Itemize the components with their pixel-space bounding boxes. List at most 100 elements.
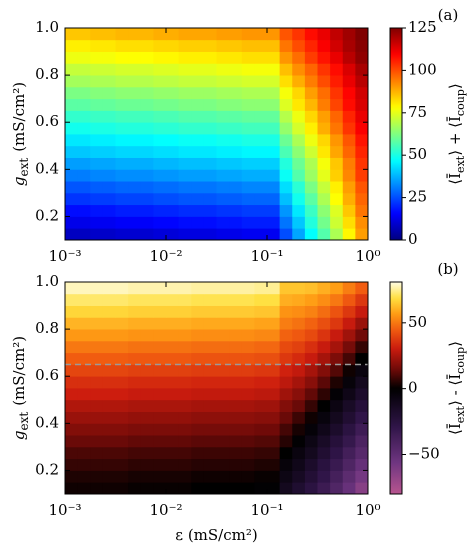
heatmap-cell	[267, 51, 281, 64]
heatmap-cell	[102, 435, 116, 448]
heatmap-cell	[166, 228, 180, 241]
y-tick-label: 0.4	[35, 413, 59, 431]
heatmap-cell	[178, 282, 192, 295]
heatmap-cell	[229, 98, 243, 111]
heatmap-cell	[191, 145, 205, 158]
heatmap-cell	[178, 98, 192, 111]
heatmap-cell	[330, 157, 344, 170]
heatmap-cell	[292, 423, 306, 436]
heatmap-cell	[229, 216, 243, 229]
heatmap-cell	[153, 329, 167, 342]
heatmap-cell	[178, 134, 192, 147]
heatmap-cell	[241, 435, 255, 448]
heatmap-cell	[90, 192, 104, 206]
heatmap-cell	[229, 86, 243, 100]
heatmap-cell	[342, 157, 356, 170]
heatmap-cell	[254, 376, 268, 389]
heatmap-cell	[216, 204, 230, 217]
heatmap-cell	[355, 470, 369, 483]
heatmap-cell	[128, 145, 142, 158]
heatmap-cell	[191, 134, 205, 147]
heatmap-cell	[267, 340, 281, 354]
x-tick-label: 10⁻¹	[250, 247, 283, 265]
heatmap-cell	[330, 228, 344, 241]
heatmap-cell	[355, 98, 369, 111]
y-axis-subscript: ext	[17, 412, 31, 431]
heatmap-cell	[216, 28, 230, 41]
heatmap-cell	[166, 110, 180, 123]
heatmap-cell	[342, 317, 356, 330]
heatmap-cell	[153, 169, 167, 182]
heatmap-cell	[304, 435, 318, 448]
heatmap-cell	[153, 75, 167, 88]
heatmap-cell	[317, 75, 331, 88]
heatmap-cell	[115, 411, 129, 424]
heatmap-cell	[355, 75, 369, 88]
heatmap-cell	[279, 204, 293, 217]
heatmap-cell	[178, 181, 192, 194]
heatmap-cell	[216, 482, 230, 495]
heatmap-cell	[317, 134, 331, 147]
heatmap-cell	[77, 446, 91, 460]
heatmap-cell	[330, 216, 344, 229]
heatmap-cell	[267, 293, 281, 306]
heatmap-cell	[166, 364, 180, 377]
heatmap-cell	[254, 39, 268, 52]
heatmap-cell	[203, 98, 217, 111]
heatmap-cell	[229, 157, 243, 170]
heatmap-cell	[115, 340, 129, 354]
heatmap-cell	[330, 388, 344, 401]
heatmap-cell	[77, 181, 91, 194]
heatmap-cell	[128, 75, 142, 88]
heatmap-cell	[292, 399, 306, 412]
heatmap-cell	[241, 75, 255, 88]
heatmap-cell	[267, 399, 281, 412]
heatmap-cell	[191, 388, 205, 401]
heatmap-cell	[241, 340, 255, 354]
heatmap-cell	[241, 446, 255, 460]
heatmap-cell	[77, 228, 91, 241]
heatmap-cell	[191, 399, 205, 412]
heatmap-cell	[292, 157, 306, 170]
colorbar-label-part: ⟨Ī	[446, 423, 464, 435]
heatmap-cell	[191, 181, 205, 194]
heatmap-cell	[330, 411, 344, 424]
heatmap-cell	[90, 75, 104, 88]
heatmap-cell	[77, 122, 91, 135]
heatmap-cell	[241, 63, 255, 76]
heatmap-cell	[178, 329, 192, 342]
heatmap-cell	[330, 181, 344, 194]
heatmap-cell	[317, 169, 331, 182]
heatmap-cell	[115, 282, 129, 295]
heatmap-cell	[292, 446, 306, 460]
heatmap-cell	[355, 86, 369, 100]
heatmap-cell	[153, 181, 167, 194]
heatmap-cell	[203, 446, 217, 460]
heatmap-cell	[77, 63, 91, 76]
heatmap-cell	[216, 122, 230, 135]
heatmap-cell	[140, 110, 154, 123]
heatmap-cell	[355, 181, 369, 194]
heatmap-cell	[267, 169, 281, 182]
heatmap-cell	[140, 411, 154, 424]
heatmap-cell	[229, 39, 243, 52]
heatmap-cell	[128, 86, 142, 100]
heatmap-cell	[90, 134, 104, 147]
heatmap-cell	[128, 169, 142, 182]
heatmap-cell	[267, 134, 281, 147]
heatmap-cell	[77, 145, 91, 158]
heatmap-cell	[355, 204, 369, 217]
heatmap-cell	[241, 228, 255, 241]
heatmap-cell	[128, 28, 142, 41]
heatmap-cell	[153, 458, 167, 471]
heatmap-cell	[330, 134, 344, 147]
heatmap-cell	[140, 388, 154, 401]
heatmap-cell	[342, 411, 356, 424]
heatmap-cell	[355, 216, 369, 229]
heatmap-cell	[115, 63, 129, 76]
heatmap-cell	[317, 98, 331, 111]
heatmap-cell	[304, 122, 318, 135]
heatmap-cell	[203, 388, 217, 401]
heatmap-cell	[355, 145, 369, 158]
